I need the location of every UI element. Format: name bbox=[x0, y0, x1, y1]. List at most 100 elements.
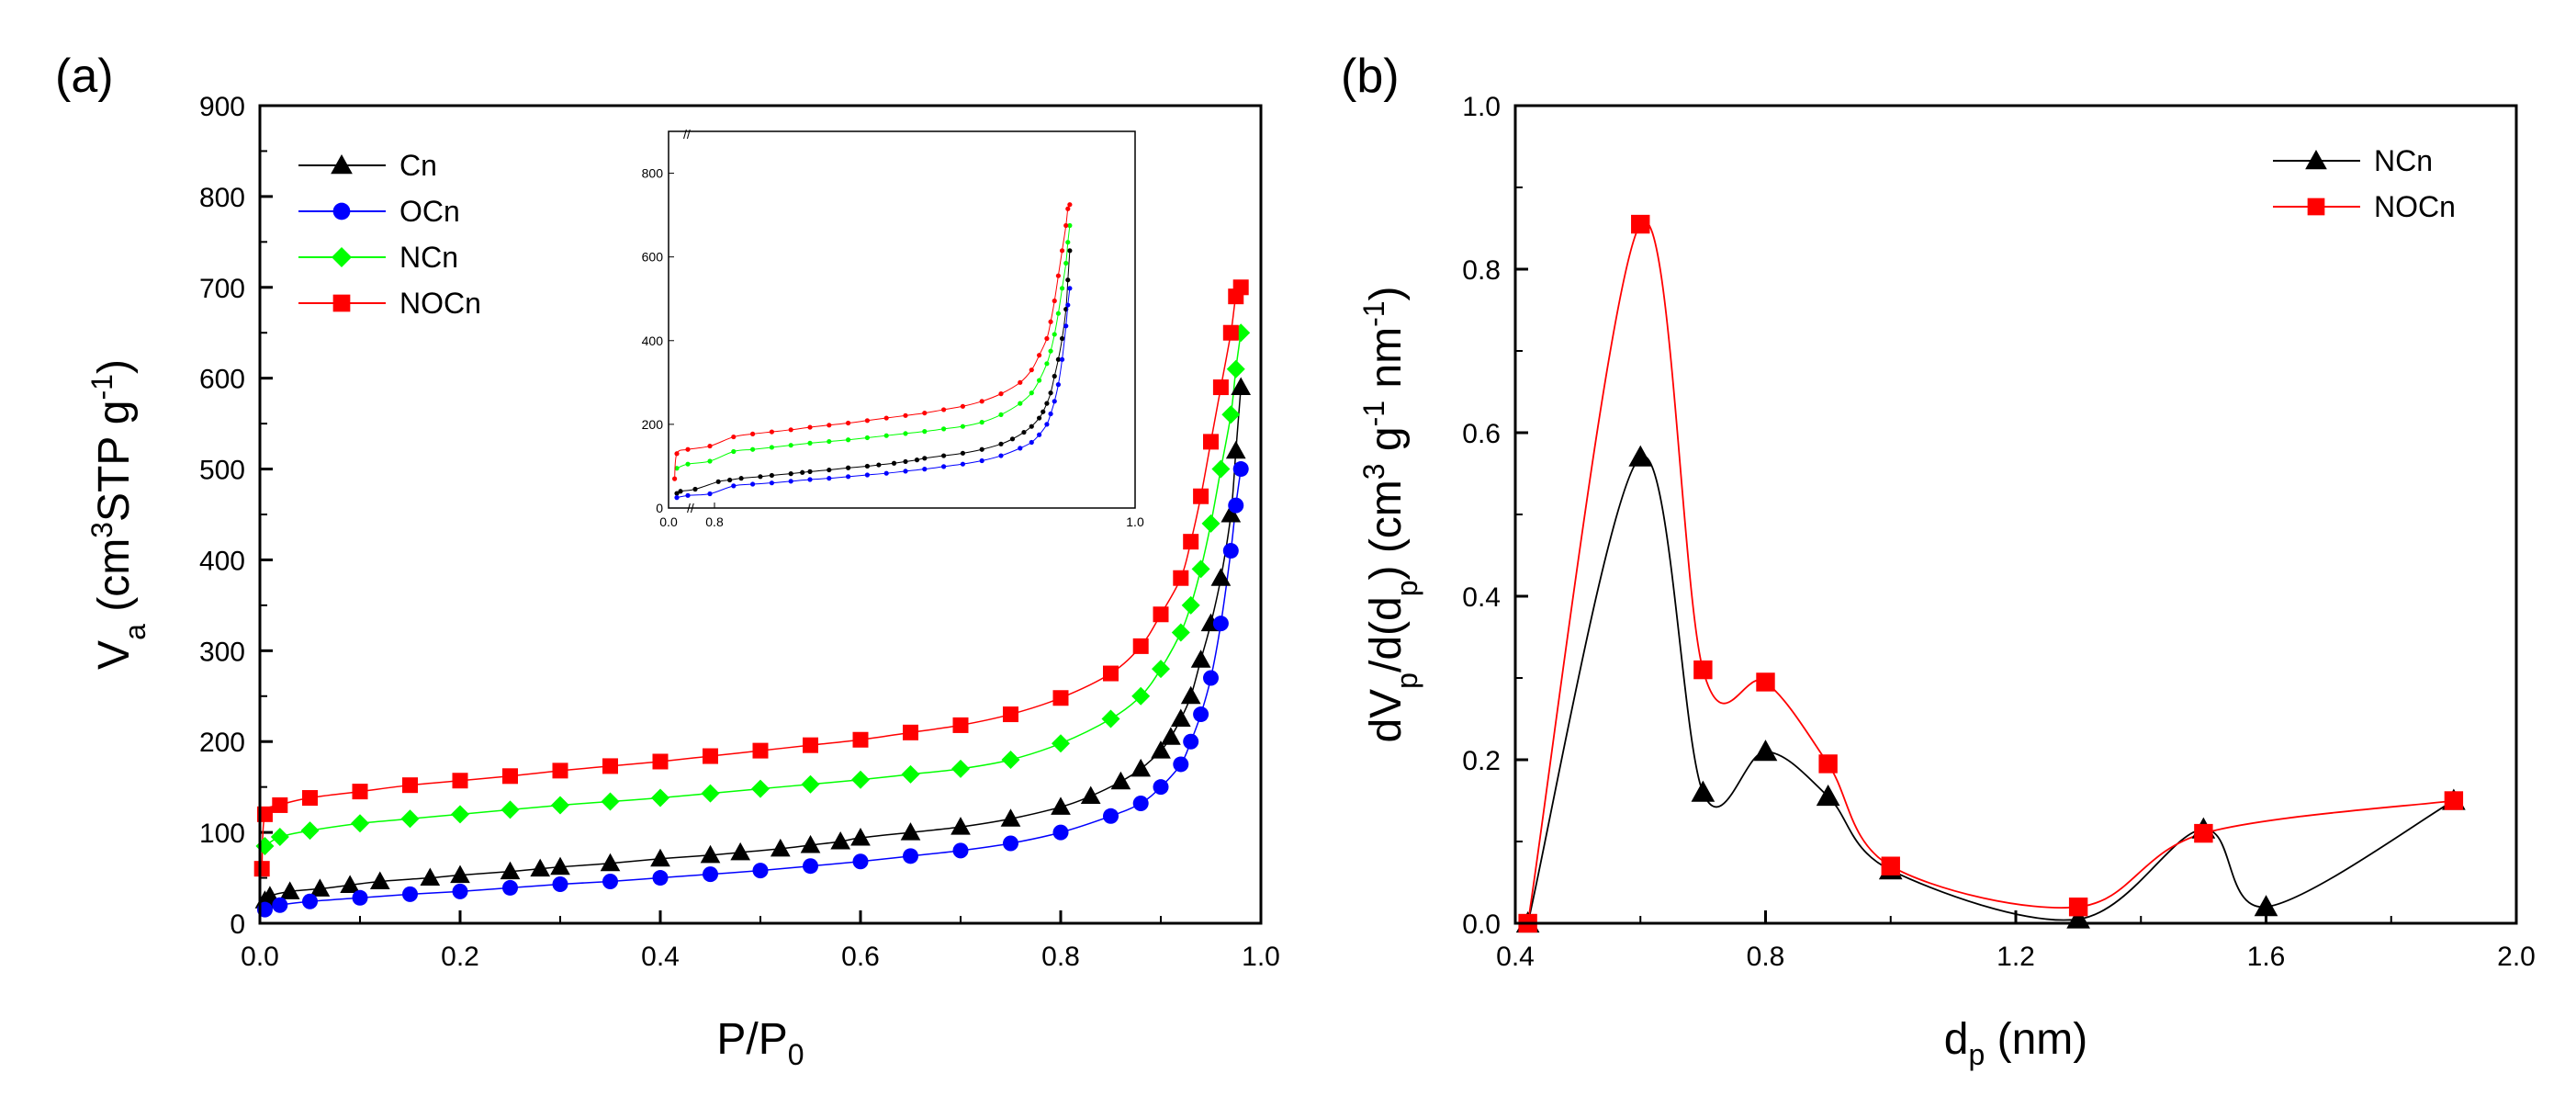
a-point-nocn bbox=[1052, 690, 1069, 706]
inset-point-nocn bbox=[864, 418, 871, 424]
panel-b-label: (b) bbox=[1341, 50, 1400, 103]
a-point-ncn bbox=[551, 796, 569, 815]
panel-b-markers bbox=[1515, 214, 2466, 933]
y-axis-title-part: 3 bbox=[1357, 463, 1390, 480]
a-point-cn bbox=[450, 864, 470, 884]
a-point-ncn bbox=[1226, 359, 1245, 378]
a-point-cn bbox=[530, 858, 551, 877]
a-point-cn bbox=[279, 881, 300, 899]
inset-point-nocn bbox=[1037, 353, 1042, 358]
b-point-nocn bbox=[1631, 214, 1650, 234]
a-point-cn bbox=[1180, 685, 1201, 705]
panel-a: (a) 0.0 0.2 0.4 0.6 0.8 1.0 0 100 200 300 400 500 60… bbox=[55, 50, 1280, 1071]
a-point-cn bbox=[369, 871, 390, 890]
a-x-tick-label: 0.8 bbox=[1041, 942, 1080, 972]
inset-point-cn bbox=[1044, 401, 1050, 406]
a-point-ncn bbox=[270, 828, 289, 847]
inset-point-nocn bbox=[674, 451, 680, 457]
a-point-cn bbox=[340, 875, 360, 893]
a-point-cn bbox=[900, 822, 921, 841]
a-point-ocn bbox=[502, 879, 518, 896]
y-axis-title-part: p bbox=[1390, 672, 1423, 689]
a-point-nocn bbox=[852, 731, 869, 748]
inset-point-ncn bbox=[827, 438, 832, 445]
panel-b: (b) 0.4 0.8 1.2 1.6 2.0 0.0 0.2 0.4 0.6 0.8 1.0 dp… bbox=[1341, 50, 2536, 1071]
inset-point-cn bbox=[960, 450, 965, 456]
a-point-ocn bbox=[803, 858, 818, 875]
a-point-nocn bbox=[452, 773, 468, 789]
b-legend-marker bbox=[2305, 149, 2327, 170]
inset-point-ncn bbox=[674, 466, 680, 471]
inset-point-cn bbox=[788, 471, 793, 477]
inset-point-ocn bbox=[827, 476, 832, 481]
a-point-ncn bbox=[701, 784, 720, 803]
a-point-ocn bbox=[1212, 616, 1229, 632]
a-x-tick-label: 0.4 bbox=[641, 942, 680, 972]
inset-point-nocn bbox=[827, 423, 832, 428]
a-point-ncn bbox=[1152, 660, 1170, 679]
inset-point-nocn bbox=[1063, 222, 1069, 229]
y-axis-title-part: 3 bbox=[85, 522, 118, 538]
a-point-ocn bbox=[1173, 756, 1189, 773]
inset-point-cn bbox=[1029, 424, 1034, 429]
a-point-ncn bbox=[451, 805, 469, 824]
b-y-tick-label: 1.0 bbox=[1462, 92, 1501, 122]
inset-point-nocn bbox=[685, 446, 691, 452]
inset-point-ncn bbox=[941, 426, 947, 432]
a-point-cn bbox=[770, 838, 791, 857]
a-point-ocn bbox=[552, 875, 568, 892]
b-point-nocn bbox=[2068, 898, 2088, 917]
inset-point-nocn bbox=[750, 431, 756, 436]
b-point-ncn bbox=[1753, 740, 1778, 762]
inset-point-ncn bbox=[1065, 240, 1071, 245]
inset-point-cn bbox=[827, 467, 832, 473]
inset-point-ncn bbox=[922, 429, 928, 435]
b-point-ncn bbox=[2254, 895, 2278, 917]
b-x-tick-label: 1.2 bbox=[1997, 942, 2035, 972]
a-point-ocn bbox=[1103, 808, 1119, 824]
a-legend-label: NOCn bbox=[399, 287, 481, 320]
inset-point-ncn bbox=[960, 424, 965, 429]
a-curve-ocn bbox=[264, 469, 1242, 910]
a-point-ocn bbox=[1003, 835, 1018, 852]
inset-point-cn bbox=[769, 472, 775, 479]
a-legend-marker bbox=[332, 247, 352, 267]
a-point-cn bbox=[1080, 785, 1101, 805]
a-point-cn bbox=[1110, 771, 1131, 790]
inset-point-ocn bbox=[1029, 439, 1034, 446]
panel-b-curves bbox=[1526, 220, 2455, 923]
inset-point-cn bbox=[1048, 390, 1053, 396]
panel-b-legend: NCn NOCn bbox=[2273, 144, 2456, 223]
inset-point-cn bbox=[674, 491, 680, 496]
inset-point-ocn bbox=[731, 483, 737, 489]
inset-y-tick-label: 800 bbox=[642, 166, 664, 181]
b-y-tick-label: 0.2 bbox=[1462, 746, 1501, 776]
b-point-nocn bbox=[2194, 823, 2213, 843]
a-point-nocn bbox=[1222, 324, 1239, 341]
inset-point-nocn bbox=[960, 403, 965, 409]
b-point-nocn bbox=[1693, 660, 1713, 680]
b-curve-ncn bbox=[1526, 455, 2455, 923]
inset-point-ocn bbox=[1063, 323, 1069, 329]
a-point-ncn bbox=[1131, 686, 1151, 706]
inset-point-nocn bbox=[769, 429, 775, 435]
a-point-nocn bbox=[803, 737, 818, 753]
inset-point-nocn bbox=[903, 412, 908, 418]
a-y-tick-label: 900 bbox=[199, 92, 245, 122]
inset-point-ncn bbox=[1044, 361, 1050, 367]
a-legend-marker bbox=[332, 294, 351, 312]
a-point-nocn bbox=[652, 753, 669, 770]
panel-a-legend: Cn OCn NCn NOCn bbox=[298, 149, 481, 320]
inset-curve-ncn bbox=[676, 225, 1071, 469]
a-point-ncn bbox=[801, 774, 820, 794]
a-x-tick-label: 0.2 bbox=[441, 942, 479, 972]
a-point-ncn bbox=[901, 764, 920, 784]
inset-point-nocn bbox=[807, 424, 813, 430]
a-point-cn bbox=[500, 861, 521, 880]
a-point-cn bbox=[550, 856, 570, 875]
inset-point-ncn bbox=[864, 435, 871, 441]
panel-a-inset: 0 200 400 600 800 0.0 0.8 1.0 // // bbox=[642, 127, 1144, 529]
a-point-cn bbox=[1210, 568, 1232, 586]
inset-point-nocn bbox=[922, 410, 928, 416]
